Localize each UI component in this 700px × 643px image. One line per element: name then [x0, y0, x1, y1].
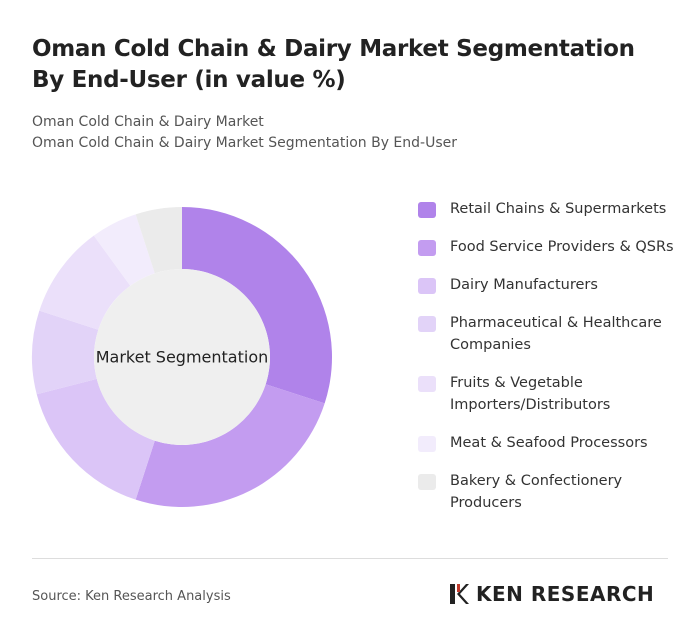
chart-title: Oman Cold Chain & Dairy Market Segmentat… — [32, 36, 635, 93]
legend-label: Dairy Manufacturers — [450, 277, 598, 293]
legend-item: Retail Chains & Supermarkets — [418, 198, 678, 220]
donut-segment — [135, 384, 325, 507]
source: Source: Ken Research Analysis — [32, 589, 231, 604]
legend-swatch — [418, 474, 436, 490]
legend-label: Retail Chains & Supermarkets — [450, 201, 667, 217]
donut-segment — [182, 207, 332, 404]
divider — [32, 558, 668, 559]
donut-segment — [36, 378, 155, 500]
legend-swatch — [418, 376, 436, 392]
legend-label: Food Service Providers & QSRs — [450, 239, 674, 255]
brand-name: KEN RESEARCH — [476, 582, 655, 606]
legend: Retail Chains & Supermarkets Food Service… — [418, 198, 678, 530]
donut-segment — [39, 235, 131, 330]
logo-icon — [450, 584, 469, 604]
subtitle: Oman Cold Chain & Dairy Market — [32, 114, 264, 130]
donut-segment — [135, 207, 182, 274]
legend-item: Pharmaceutical & Healthcare Companies — [418, 312, 678, 356]
legend-item: Dairy Manufacturers — [418, 274, 678, 296]
legend-item: Fruits & Vegetable Importers/Distributor… — [418, 372, 678, 416]
legend-label: Fruits & Vegetable Importers/Distributor… — [450, 375, 611, 413]
legend-swatch — [418, 316, 436, 332]
legend-swatch — [418, 202, 436, 218]
donut-hole — [94, 269, 270, 445]
donut-segment — [93, 214, 155, 286]
legend-label: Meat & Seafood Processors — [450, 435, 648, 451]
donut-segment — [32, 310, 99, 395]
legend-swatch — [418, 240, 436, 256]
legend-item: Food Service Providers & QSRs — [418, 236, 678, 258]
center-label: Market Segmentation — [96, 348, 269, 367]
legend-swatch — [418, 278, 436, 294]
brand-logo: KEN RESEARCH — [448, 582, 654, 606]
legend-label: Pharmaceutical & Healthcare Companies — [450, 315, 662, 353]
legend-swatch — [418, 436, 436, 452]
donut-chart: Market Segmentation — [32, 207, 332, 507]
subtitle: Oman Cold Chain & Dairy Market Segmentat… — [32, 135, 458, 151]
legend-item: Bakery & Confectionery Producers — [418, 470, 678, 514]
legend-item: Meat & Seafood Processors — [418, 432, 678, 454]
legend-label: Bakery & Confectionery Producers — [450, 473, 623, 511]
